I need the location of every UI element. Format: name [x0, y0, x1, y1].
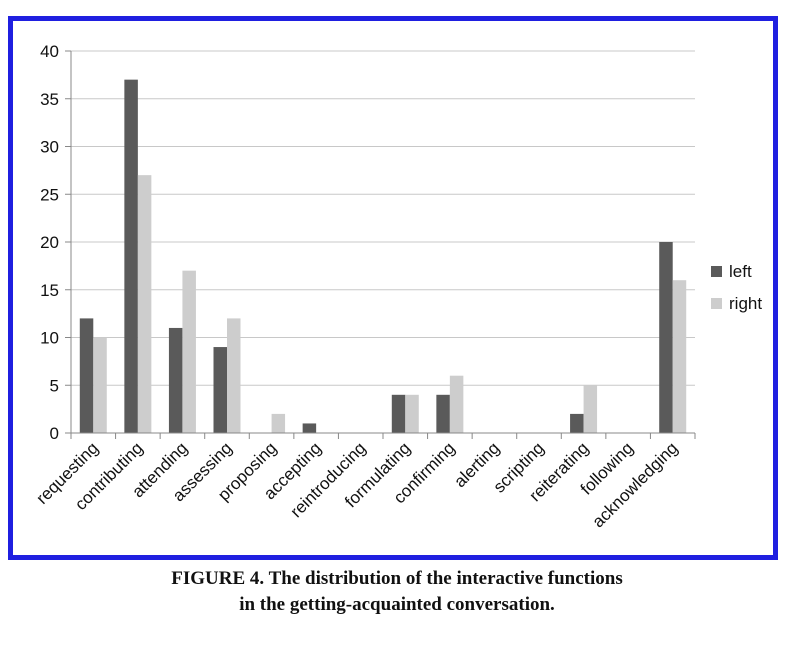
bar-right-attending	[182, 270, 196, 433]
y-tick-label: 25	[40, 185, 59, 204]
y-tick-label: 40	[40, 42, 59, 61]
legend-label-left: left	[729, 262, 752, 281]
caption-line-1: FIGURE 4. The distribution of the intera…	[171, 568, 623, 589]
bar-right-contributing	[137, 175, 152, 433]
bar-left-requesting	[79, 318, 94, 433]
y-tick-label: 0	[50, 424, 59, 443]
bar-right-acknowledging	[672, 280, 687, 433]
y-tick-label: 5	[50, 376, 59, 395]
bar-left-formulating	[391, 394, 406, 433]
bar-left-reiterating	[570, 413, 584, 433]
legend: left right	[711, 262, 762, 313]
legend-swatch-right	[711, 298, 722, 309]
bar-left-attending	[168, 327, 183, 433]
y-tick-label: 15	[40, 281, 59, 300]
y-tick-label: 35	[40, 90, 59, 109]
bar-right-confirming	[449, 375, 464, 433]
bar-left-confirming	[436, 394, 450, 433]
bar-left-accepting	[302, 423, 317, 433]
y-tick-label: 20	[40, 233, 59, 252]
chart-frame: 0 5 10 15 20 25 30 35 40 requesting contributing at…	[8, 16, 778, 560]
bars	[79, 79, 687, 434]
bar-right-proposing	[271, 413, 286, 433]
y-tick-label: 30	[40, 138, 59, 157]
bar-chart: 0510152025303540requestingcontributingat…	[33, 42, 763, 531]
legend-swatch-left	[711, 266, 722, 277]
bar-left-acknowledging	[659, 242, 673, 433]
bar-left-contributing	[124, 79, 138, 434]
bar-right-formulating	[405, 394, 419, 433]
bar-right-assessing	[227, 318, 241, 433]
legend-label-right: right	[729, 294, 762, 313]
bar-right-reiterating	[583, 385, 598, 433]
bar-left-assessing	[213, 347, 227, 433]
gridlines	[71, 50, 695, 386]
caption-line-2: in the getting-acquainted conversation.	[239, 594, 555, 615]
y-tick-label: 10	[40, 329, 59, 348]
bar-right-requesting	[93, 337, 107, 433]
figure-caption: FIGURE 4. The distribution of the intera…	[0, 566, 794, 618]
